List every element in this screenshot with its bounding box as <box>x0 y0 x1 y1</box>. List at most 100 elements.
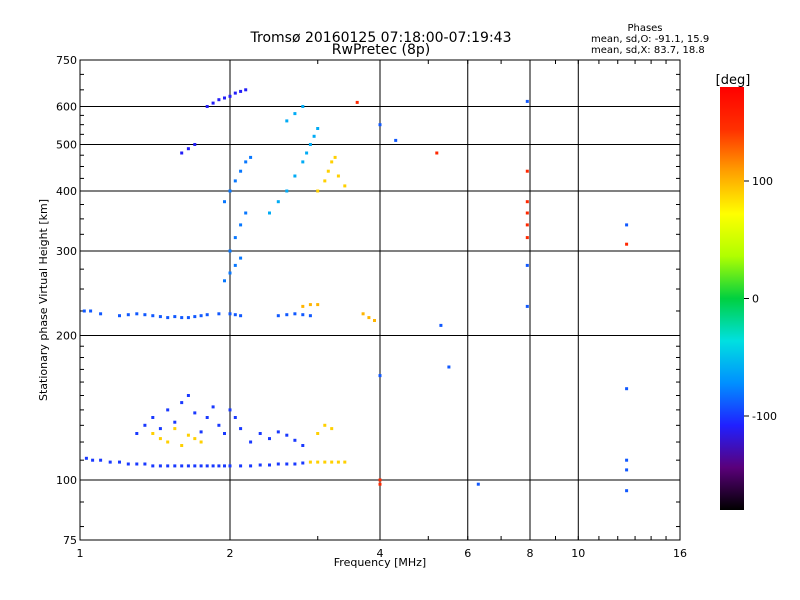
echo-point <box>228 408 232 412</box>
echo-point <box>330 427 334 431</box>
echo-point <box>228 249 232 253</box>
echo-point <box>193 437 197 441</box>
echo-point <box>293 112 297 116</box>
echo-point <box>525 169 529 173</box>
echo-point <box>308 303 312 307</box>
y-tick-label: 200 <box>56 330 77 343</box>
echo-point <box>89 309 93 313</box>
echo-point <box>239 169 243 173</box>
y-axis-label: Stationary phase Virtual Height [km] <box>37 199 50 401</box>
echo-point <box>244 88 248 92</box>
echo-point <box>186 464 190 468</box>
echo-point <box>135 462 139 466</box>
echo-point <box>336 460 340 464</box>
echo-point <box>378 123 382 127</box>
echo-point <box>239 427 243 431</box>
echo-point <box>186 433 190 437</box>
echo-point <box>525 223 529 227</box>
echo-point <box>151 432 155 435</box>
echo-point <box>233 236 237 240</box>
y-tick-label: 75 <box>63 534 77 547</box>
echo-point <box>305 151 309 155</box>
echo-point <box>151 416 155 419</box>
colorbar <box>720 87 744 510</box>
echo-point <box>158 315 162 319</box>
echo-point <box>151 314 155 318</box>
echo-point <box>268 211 271 215</box>
echo-point <box>233 416 237 419</box>
y-tick-label: 100 <box>56 474 77 487</box>
echo-point <box>84 456 88 460</box>
echo-point <box>285 119 289 123</box>
echo-point <box>143 313 147 317</box>
echo-point <box>293 462 297 466</box>
echo-point <box>228 189 232 193</box>
echo-point <box>301 461 305 465</box>
echo-point <box>158 464 162 468</box>
x-tick-label: 4 <box>377 547 384 560</box>
echo-point <box>217 423 221 427</box>
echo-point <box>330 160 334 164</box>
echo-point <box>308 314 312 318</box>
echo-point <box>173 427 177 431</box>
echo-point <box>158 437 162 441</box>
echo-point <box>333 155 337 159</box>
echo-point <box>316 460 320 464</box>
echo-point <box>625 387 629 391</box>
x-tick-label: 1 <box>77 547 84 560</box>
echo-point <box>244 160 248 164</box>
echo-point <box>244 211 248 215</box>
colorbar-ticks: 100 0 -100 <box>744 175 777 423</box>
x-tick-label: 16 <box>673 547 687 560</box>
echo-point <box>439 323 443 327</box>
echo-point <box>158 427 162 431</box>
echo-point <box>343 184 347 188</box>
echo-point <box>378 478 382 482</box>
echo-point <box>173 420 177 424</box>
y-tick-label: 300 <box>56 245 77 258</box>
echo-point <box>211 464 215 468</box>
echo-point <box>180 401 184 405</box>
echo-point <box>99 458 103 462</box>
echo-point <box>301 444 305 447</box>
echo-point <box>355 100 359 104</box>
y-axis: 75 100 200 300 400 500 600 750 <box>56 54 680 547</box>
echo-point <box>108 460 112 464</box>
echo-point <box>166 408 170 412</box>
echo-point <box>193 143 197 146</box>
echo-point <box>143 423 147 427</box>
echo-point <box>316 189 320 193</box>
echo-point <box>394 138 398 142</box>
echo-point <box>378 482 382 486</box>
echo-point <box>285 462 289 466</box>
echo-point <box>276 430 280 434</box>
echo-point <box>239 314 243 318</box>
echo-point <box>223 464 226 468</box>
echo-point <box>228 312 232 316</box>
echo-point <box>205 313 209 317</box>
echo-point <box>285 433 289 437</box>
y-tick-label: 500 <box>56 139 77 152</box>
echo-point <box>258 463 262 467</box>
echo-point <box>135 312 139 316</box>
echo-point <box>82 309 86 313</box>
echo-point <box>126 313 130 317</box>
echo-point <box>228 271 232 275</box>
echo-point <box>205 105 209 108</box>
echo-point <box>233 263 237 267</box>
echo-point <box>301 105 305 108</box>
echo-point <box>625 223 629 227</box>
echo-point <box>193 411 197 415</box>
echo-point <box>239 223 243 227</box>
echo-point <box>447 365 451 369</box>
echo-point <box>118 314 121 318</box>
echo-point <box>293 174 297 178</box>
echo-point <box>211 101 215 105</box>
echo-point <box>293 438 297 442</box>
echo-point <box>223 279 226 283</box>
echo-point <box>193 464 197 468</box>
echo-point <box>525 304 529 308</box>
echo-point <box>233 313 237 317</box>
echo-point <box>205 416 209 419</box>
echo-point <box>301 160 305 164</box>
